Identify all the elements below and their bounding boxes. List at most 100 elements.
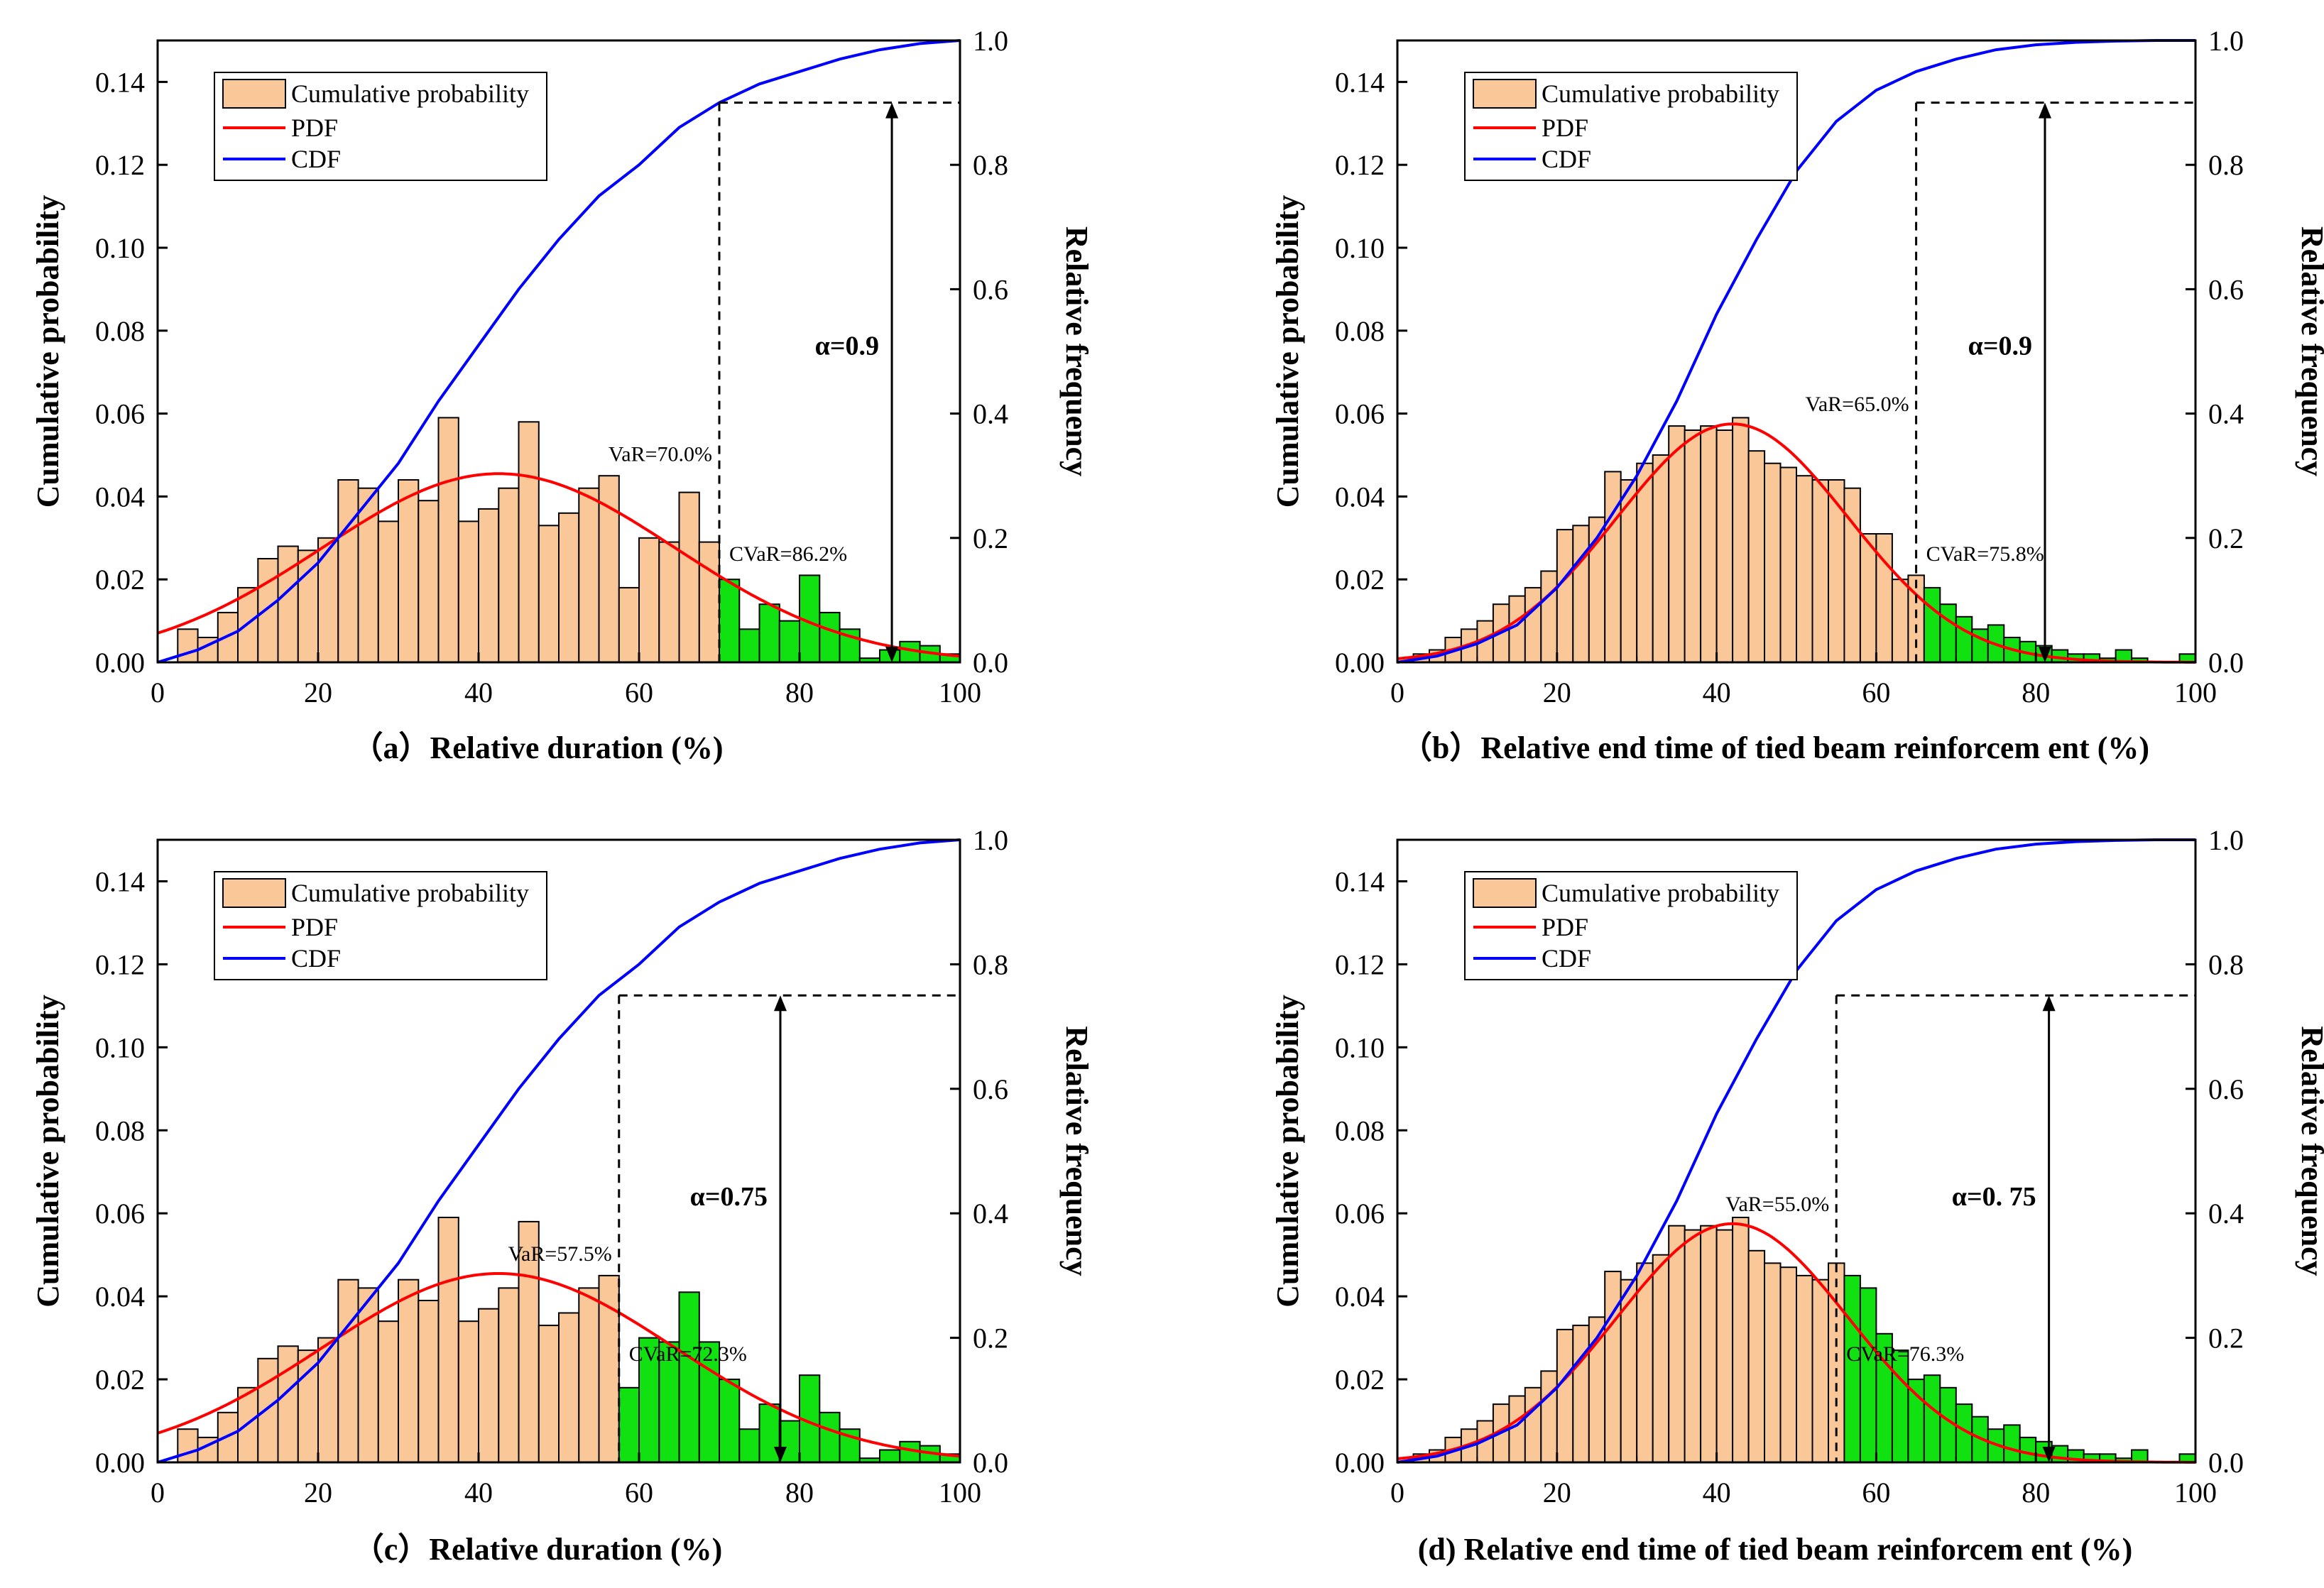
x-tick-label: 40 xyxy=(1703,1477,1731,1508)
y-left-tick-label: 0.00 xyxy=(1335,1447,1385,1479)
histogram-bar xyxy=(1764,462,1782,663)
cvar-label: CVaR=75.8% xyxy=(1926,542,2044,566)
x-tick-label: 80 xyxy=(785,1477,814,1508)
legend-label: PDF xyxy=(1542,913,1588,941)
alpha-arrow-head-up xyxy=(885,102,899,119)
alpha-label: α=0. 75 xyxy=(1952,1182,2036,1212)
alpha-arrow-head-up xyxy=(2038,102,2051,119)
y-left-tick-label: 0.06 xyxy=(95,1198,145,1230)
histogram-bar xyxy=(1715,429,1734,663)
histogram-bar xyxy=(498,1287,520,1464)
x-tick-label: 0 xyxy=(151,1477,165,1508)
histogram-bar xyxy=(578,487,600,664)
histogram-bar xyxy=(418,1300,440,1463)
histogram-bar xyxy=(257,558,279,663)
y-left-axis-title: Cumulative probability xyxy=(31,195,65,508)
y-right-axis-title: Relative frequency xyxy=(2295,226,2324,476)
histogram-bar xyxy=(1779,466,1797,663)
y-left-tick-label: 0.02 xyxy=(1335,564,1385,596)
y-right-tick-label: 0.6 xyxy=(973,273,1008,305)
histogram-bar xyxy=(1508,595,1526,663)
y-left-tick-label: 0.08 xyxy=(1335,315,1385,347)
histogram-bar xyxy=(638,537,660,663)
y-left-tick-label: 0.06 xyxy=(1335,398,1385,430)
legend: Cumulative probability PDF CDF xyxy=(1464,72,1798,181)
cdf-curve xyxy=(157,39,961,664)
y-right-tick-label: 0.0 xyxy=(973,1447,1008,1479)
tail-bar xyxy=(819,611,841,664)
x-tick-label: 100 xyxy=(939,677,981,708)
tail-bar xyxy=(1907,1379,1925,1463)
alpha-arrow-head-down xyxy=(885,647,899,662)
tail-bar xyxy=(2019,1436,2037,1464)
histogram-bar xyxy=(518,421,540,663)
histogram-bar xyxy=(317,1337,339,1463)
alpha-arrow-head-down xyxy=(2042,1447,2056,1462)
y-right-tick-label: 0.2 xyxy=(973,1323,1008,1354)
histogram-bar xyxy=(1668,1225,1686,1463)
histogram-bar xyxy=(437,417,459,664)
tail-bar xyxy=(819,1411,841,1464)
panel-caption: （a）Relative duration (%) xyxy=(351,730,723,765)
alpha-arrow-head-down xyxy=(773,1447,787,1462)
alpha-arrow-head-up xyxy=(773,995,787,1012)
y-left-tick-label: 0.02 xyxy=(1335,1364,1385,1396)
legend: Cumulative probability PDF CDF xyxy=(214,72,547,181)
histogram-bar xyxy=(457,520,480,664)
histogram-bar xyxy=(1891,579,1909,664)
legend-label: CDF xyxy=(1542,145,1591,173)
histogram-bar xyxy=(1684,429,1702,663)
histogram-bar xyxy=(618,586,640,664)
y-right-tick-label: 0.8 xyxy=(2208,948,2244,980)
histogram-bar xyxy=(377,520,400,664)
histogram-bar xyxy=(1715,1229,1734,1463)
legend-label: Cumulative probability xyxy=(291,879,529,907)
legend-swatch-hist xyxy=(1473,79,1537,109)
x-tick-label: 100 xyxy=(939,1477,981,1508)
histogram-bar xyxy=(1620,1278,1638,1463)
histogram-bar xyxy=(698,541,721,663)
histogram-bar xyxy=(398,1278,420,1463)
histogram-bars xyxy=(177,417,961,664)
x-tick-label: 80 xyxy=(2022,677,2050,708)
histogram-bar xyxy=(217,611,239,664)
var-label: VaR=55.0% xyxy=(1725,1193,1829,1216)
y-right-tick-label: 0.6 xyxy=(973,1073,1008,1105)
y-left-axis-title: Cumulative probability xyxy=(1270,995,1305,1307)
histogram-bar xyxy=(177,628,199,663)
histogram-bar xyxy=(1732,1217,1750,1463)
legend-swatch-hist xyxy=(222,878,286,908)
cvar-label: CVaR=76.3% xyxy=(1846,1342,1964,1366)
y-left-tick-label: 0.10 xyxy=(95,1031,145,1063)
histogram-bar xyxy=(337,479,359,663)
y-right-axis-title: Relative frequency xyxy=(1059,226,1094,476)
histogram-bar xyxy=(398,479,420,663)
histogram-bar xyxy=(1604,471,1622,664)
y-left-tick-label: 0.10 xyxy=(95,232,145,264)
tail-bar xyxy=(658,1341,680,1464)
tail-bar xyxy=(1843,1274,1861,1464)
legend-label: PDF xyxy=(291,114,338,142)
tail-bar xyxy=(778,620,801,663)
x-tick-label: 0 xyxy=(1390,677,1404,708)
y-left-tick-label: 0.04 xyxy=(95,1281,145,1313)
histogram-bar xyxy=(1620,479,1638,663)
histogram-bar xyxy=(1732,417,1750,664)
y-right-tick-label: 0.0 xyxy=(2208,1447,2244,1479)
histogram-bar xyxy=(1859,533,1877,663)
histogram-bar xyxy=(1652,454,1670,663)
y-right-tick-label: 1.0 xyxy=(2208,824,2244,856)
y-left-axis-title: Cumulative probability xyxy=(1270,195,1305,508)
y-right-tick-label: 0.0 xyxy=(973,647,1008,679)
x-tick-label: 60 xyxy=(625,677,653,708)
histogram-bar xyxy=(478,508,500,664)
histogram-bar xyxy=(678,491,700,663)
y-left-tick-label: 0.00 xyxy=(95,1447,145,1479)
x-tick-label: 20 xyxy=(1543,677,1571,708)
histogram-bar xyxy=(1524,586,1542,664)
x-tick-label: 60 xyxy=(1862,677,1890,708)
legend-swatch-hist xyxy=(1473,878,1537,908)
